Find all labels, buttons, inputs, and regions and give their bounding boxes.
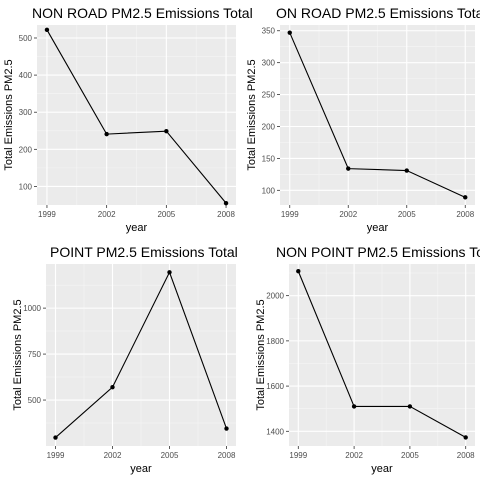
- x-tick-label: 1999: [289, 451, 307, 460]
- y-tick-label: 1800: [266, 337, 284, 346]
- y-tick-label: 350: [262, 27, 276, 36]
- y-tick-label: 750: [28, 350, 42, 359]
- y-tick-label: 100: [19, 182, 33, 191]
- x-tick-label: 2005: [161, 451, 179, 460]
- x-tick-label: 2002: [345, 451, 363, 460]
- chart-panel-3: 1999 2002 2005 2008 500 750 1000 POINT PM2.5 Em…: [12, 244, 238, 475]
- series-line: [55, 270, 228, 438]
- x-axis-label: year: [367, 222, 389, 234]
- x-tick-label: 2008: [217, 210, 235, 219]
- y-tick-label: 200: [262, 122, 276, 131]
- chart-title: POINT PM2.5 Emissions Total: [50, 244, 238, 260]
- x-tick-label: 2005: [157, 210, 175, 219]
- x-tick-label: 2005: [398, 210, 416, 219]
- data-point: [296, 269, 301, 274]
- data-point: [463, 195, 468, 200]
- chart-title: NON ROAD PM2.5 Emissions Total: [32, 5, 253, 21]
- x-tick-label: 2008: [456, 210, 474, 219]
- data-point: [167, 270, 172, 275]
- y-tick-label: 300: [262, 59, 276, 68]
- chart-panel-4: 1999 2002 2005 2008 1400 1600 1800 2000 NON POIN…: [255, 244, 480, 475]
- x-axis-label: year: [130, 463, 152, 475]
- y-axis-label: Total Emissions PM2.5: [3, 59, 15, 170]
- x-tick-label: 1999: [47, 451, 65, 460]
- series-line: [297, 271, 466, 438]
- y-axis-label: Total Emissions PM2.5: [12, 299, 24, 410]
- data-point: [404, 168, 409, 173]
- data-point: [104, 131, 109, 137]
- series-line: [46, 29, 227, 204]
- y-tick-label: 500: [19, 34, 33, 43]
- data-point: [53, 435, 58, 440]
- chart-panel-1: 1999 2002 2005 2008 100 200 300 400 500 NON ROAD …: [3, 5, 253, 234]
- y-tick-label: 500: [28, 396, 42, 405]
- data-point: [287, 30, 292, 35]
- series-line: [289, 32, 466, 198]
- x-tick-label: 1999: [38, 210, 56, 219]
- chart-title: ON ROAD PM2.5 Emissions Total: [276, 5, 480, 21]
- y-tick-label: 2000: [266, 292, 284, 301]
- y-tick-label: 400: [19, 71, 33, 80]
- y-tick-label: 1600: [266, 382, 284, 391]
- x-tick-label: 2005: [401, 451, 419, 460]
- x-axis-label: year: [371, 463, 393, 475]
- x-axis-label: year: [126, 222, 148, 234]
- data-point: [110, 384, 115, 390]
- data-point: [463, 435, 468, 440]
- x-tick-label: 2002: [339, 210, 357, 219]
- data-point: [224, 426, 229, 431]
- x-tick-label: 2002: [104, 451, 122, 460]
- y-axis-label: Total Emissions PM2.5: [246, 59, 258, 170]
- x-tick-label: 1999: [281, 210, 299, 219]
- y-tick-label: 150: [262, 154, 276, 163]
- y-tick-label: 300: [19, 108, 33, 117]
- y-tick-label: 1400: [266, 427, 284, 436]
- y-tick-label: 100: [262, 186, 276, 195]
- chart-title: NON POINT PM2.5 Emissions Total: [276, 244, 480, 260]
- data-point: [351, 404, 357, 409]
- data-point: [44, 27, 50, 33]
- data-point: [346, 166, 351, 171]
- y-tick-label: 200: [19, 145, 33, 154]
- y-tick-label: 1000: [23, 304, 41, 313]
- x-tick-label: 2008: [218, 451, 236, 460]
- y-axis-label: Total Emissions PM2.5: [255, 299, 267, 410]
- y-tick-label: 250: [262, 91, 276, 100]
- data-point: [223, 200, 229, 206]
- x-tick-label: 2002: [98, 210, 116, 219]
- x-tick-label: 2008: [457, 451, 475, 460]
- data-point: [164, 128, 169, 134]
- data-point: [407, 404, 413, 409]
